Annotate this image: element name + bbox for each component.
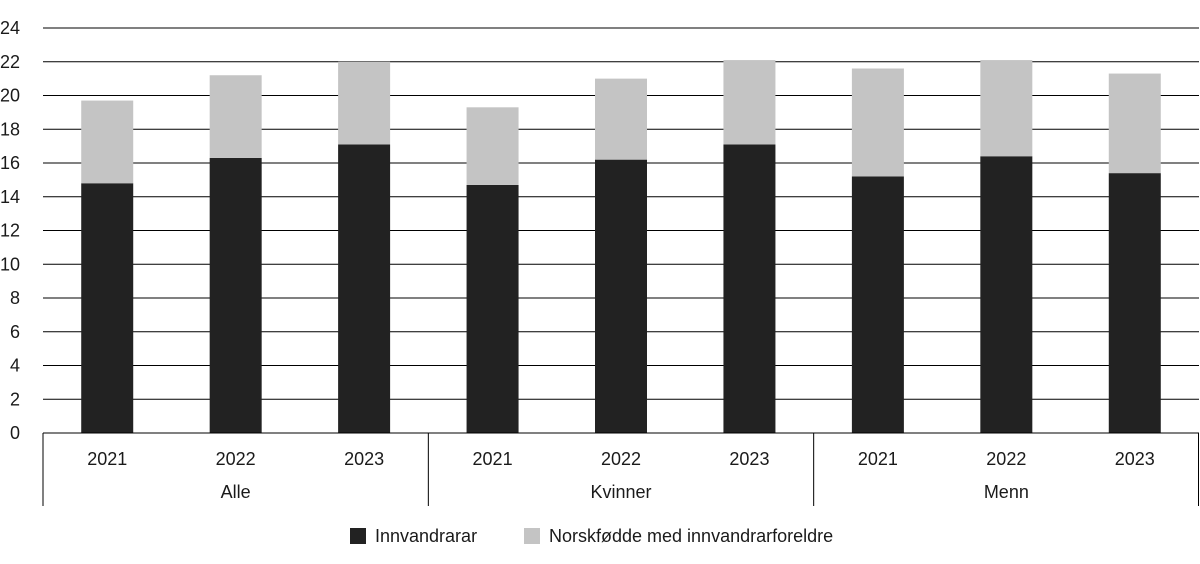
bar-segment (595, 159, 647, 434)
bar-segment (980, 60, 1033, 157)
y-tick-label: 18 (0, 119, 20, 139)
bar-segment (980, 156, 1033, 433)
y-tick-label: 10 (0, 254, 20, 274)
y-tick-label: 8 (10, 288, 20, 308)
bar-segment (595, 78, 647, 160)
bar-segment (1108, 73, 1161, 174)
x-tick-label: 2021 (473, 449, 513, 469)
bar-segment (338, 61, 391, 145)
x-tick-label: 2022 (986, 449, 1026, 469)
legend-label: Innvandrarar (375, 526, 477, 546)
bar-segment (81, 100, 134, 184)
bar-segment (81, 183, 134, 433)
y-tick-label: 14 (0, 187, 20, 207)
bar-segment (723, 60, 776, 145)
x-tick-label: 2022 (216, 449, 256, 469)
group-label: Menn (984, 482, 1029, 502)
bar-segment (466, 107, 519, 185)
bar-segment (466, 184, 519, 433)
legend-swatch (350, 528, 366, 544)
bar-segment (851, 176, 904, 433)
bar-segment (209, 75, 262, 158)
legend-swatch (524, 528, 540, 544)
legend-label: Norskfødde med innvandrarforeldre (549, 526, 833, 546)
bar-segment (723, 144, 776, 433)
x-tick-label: 2022 (601, 449, 641, 469)
y-tick-label: 16 (0, 153, 20, 173)
x-tick-label: 2023 (729, 449, 769, 469)
y-tick-label: 22 (0, 52, 20, 72)
bar-segment (209, 157, 262, 433)
x-tick-label: 2023 (344, 449, 384, 469)
y-tick-label: 20 (0, 86, 20, 106)
y-tick-label: 4 (10, 356, 20, 376)
y-tick-label: 12 (0, 221, 20, 241)
y-tick-label: 6 (10, 322, 20, 342)
x-tick-label: 2021 (87, 449, 127, 469)
group-label: Kvinner (590, 482, 651, 502)
group-label: Alle (221, 482, 251, 502)
y-tick-label: 2 (10, 389, 20, 409)
legend: Innvandrarar Norskfødde med innvandrarfor… (350, 526, 833, 546)
x-tick-label: 2021 (858, 449, 898, 469)
y-tick-label: 24 (0, 18, 20, 38)
y-tick-label: 0 (10, 423, 20, 443)
x-tick-label: 2023 (1115, 449, 1155, 469)
bar-segment (1108, 173, 1161, 434)
bars (81, 60, 1161, 434)
bar-segment (338, 144, 391, 433)
bar-segment (851, 68, 904, 177)
